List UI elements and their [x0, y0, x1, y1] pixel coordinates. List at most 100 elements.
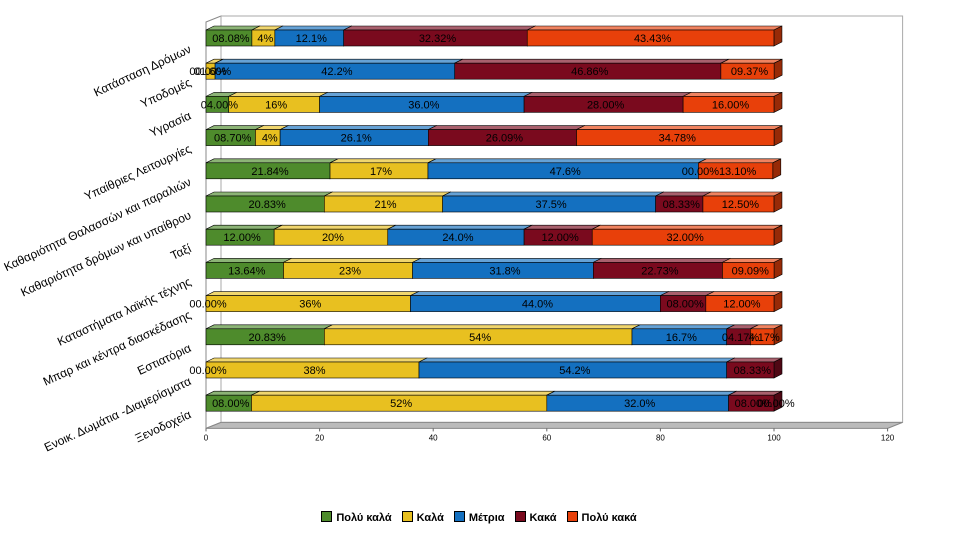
value-label: 22.73% — [641, 265, 679, 277]
value-label: 00.00% — [189, 66, 227, 78]
value-label: 00.00% — [189, 299, 227, 311]
value-label: 16.7% — [666, 332, 697, 344]
value-label: 36.0% — [408, 99, 439, 111]
value-label: 46.86% — [571, 66, 609, 78]
category-labels: Κατάσταση ΔρόμωνΥποδομέςΥγρασίαΥπαίθριες… — [2, 42, 194, 454]
value-label: 44.0% — [522, 299, 553, 311]
value-label: 36% — [299, 299, 321, 311]
legend: Πολύ καλά Καλά Μέτρια Κακά Πολύ κακά — [0, 511, 958, 524]
value-label: 32.00% — [666, 232, 704, 244]
value-label: 16.00% — [712, 99, 750, 111]
value-label: 42.2% — [321, 66, 352, 78]
value-label: 47.6% — [550, 166, 581, 178]
value-label: 08.33% — [663, 199, 701, 211]
chart-bars — [205, 25, 783, 412]
value-label: 12.50% — [722, 199, 760, 211]
value-label: 04.00% — [201, 99, 239, 111]
value-label: 31.8% — [489, 265, 520, 277]
legend-label: Κακά — [529, 512, 557, 524]
tick-label: 100 — [767, 433, 781, 442]
bar-segment — [698, 158, 782, 180]
legend-entry: Πολύ καλά — [321, 511, 392, 524]
legend-entry: Κακά — [514, 511, 557, 524]
value-label: 20.83% — [249, 332, 287, 344]
legend-entry: Πολύ κακά — [566, 511, 637, 524]
value-label: 26.1% — [341, 133, 372, 145]
value-label: 08.33% — [734, 365, 772, 377]
value-label: 54.2% — [559, 365, 590, 377]
category-label: Ξενοδοχεία — [133, 407, 193, 445]
tick-label: 80 — [656, 433, 665, 442]
bar-segment — [442, 191, 664, 213]
value-label: 16% — [265, 99, 287, 111]
value-label: 00.00% — [757, 398, 795, 410]
value-label: 4% — [257, 33, 273, 45]
legend-swatch — [453, 511, 465, 522]
value-label: 12.1% — [296, 33, 327, 45]
bar-segment — [726, 357, 783, 379]
bar-segment — [251, 390, 556, 412]
value-label: 01.60% — [194, 66, 232, 78]
value-label: 21.84% — [251, 166, 289, 178]
tick-label: 40 — [429, 433, 438, 442]
value-label: 34.78% — [659, 133, 697, 145]
bar-segment — [750, 324, 783, 346]
bar-segment — [412, 257, 602, 279]
legend-label: Πολύ κακά — [581, 512, 637, 524]
value-label: 12.00% — [223, 232, 261, 244]
bar-segment — [591, 224, 783, 246]
bar-segment — [576, 125, 783, 147]
value-label: 08.70% — [214, 133, 252, 145]
legend-swatch — [514, 511, 526, 522]
value-label: 54% — [469, 332, 491, 344]
value-label: 09.09% — [732, 265, 770, 277]
value-label: 26.09% — [486, 133, 524, 145]
bar-segment — [722, 257, 783, 279]
value-label: 12.00% — [723, 299, 761, 311]
legend-label: Μέτρια — [468, 512, 505, 524]
bar-segment — [728, 390, 783, 412]
value-label: 00.00% — [189, 365, 227, 377]
category-label: Εστιατόρια — [135, 341, 193, 378]
value-labels: 08.08% 4% 12.1% 32.32% 43.43%00.00%01.60% 42.… — [189, 33, 795, 410]
tick-label: 120 — [881, 433, 895, 442]
bar-segment — [205, 390, 260, 412]
legend-swatch — [566, 511, 578, 522]
category-label: Ταξί — [168, 241, 193, 263]
legend-swatch — [321, 511, 333, 522]
legend-entry: Καλά — [401, 511, 444, 524]
chart-walls — [205, 15, 904, 430]
value-label: 04.17% — [722, 332, 760, 344]
value-label: 23% — [339, 265, 361, 277]
tick-label: 0 — [204, 433, 209, 442]
value-label: 4.17% — [749, 332, 780, 344]
bar-segment — [205, 357, 428, 379]
value-label: 20.83% — [249, 199, 287, 211]
tick-label: 60 — [542, 433, 551, 442]
tick-label: 20 — [315, 433, 324, 442]
bar-segment — [720, 58, 783, 80]
value-label: 08.00% — [735, 398, 773, 410]
value-label: 37.5% — [536, 199, 567, 211]
value-label: 21% — [374, 199, 396, 211]
value-label: 20% — [322, 232, 344, 244]
bar-segment — [428, 125, 585, 147]
bar-segment — [705, 291, 783, 313]
category-label: Υποδομές — [138, 75, 193, 111]
value-label: 09.37% — [731, 66, 769, 78]
legend-swatch — [401, 511, 413, 522]
bar-segment — [702, 191, 783, 213]
value-label: 32.0% — [624, 398, 655, 410]
value-label: 00.00% — [682, 166, 720, 178]
value-label: 32.32% — [419, 33, 457, 45]
value-label: 08.00% — [212, 398, 250, 410]
value-label: 38% — [303, 365, 325, 377]
bar-segment — [526, 25, 783, 47]
bar-segment — [418, 357, 735, 379]
value-label: 13.10% — [719, 166, 757, 178]
bar-segment — [682, 91, 783, 113]
x-axis-ticks: 0 20 40 60 80 100 120 — [204, 428, 895, 442]
legend-entry: Μέτρια — [453, 511, 505, 524]
floor — [205, 421, 903, 429]
